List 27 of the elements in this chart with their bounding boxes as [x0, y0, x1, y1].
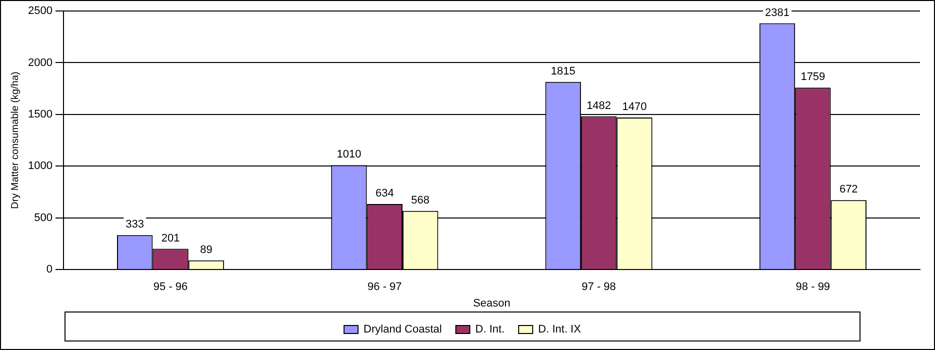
x-tick-label: 98 - 99 — [796, 281, 830, 294]
legend-label: Dryland Coastal — [364, 324, 442, 336]
data-label: 1815 — [550, 65, 576, 78]
data-label: 672 — [839, 184, 858, 196]
y-tick-label: 2000 — [28, 56, 52, 69]
data-label: 1010 — [336, 148, 362, 161]
x-tick-label: 96 - 97 — [368, 281, 402, 294]
data-label: 89 — [200, 244, 212, 256]
y-axis-title: Dry Matter consumable (kg/ha) — [10, 72, 21, 209]
legend-label: D. Int. — [475, 324, 505, 336]
data-label: 1759 — [800, 71, 826, 84]
y-tick-label: 2500 — [28, 5, 52, 18]
data-label: 2381 — [765, 6, 790, 19]
data-label: 1470 — [622, 101, 647, 114]
y-tick-label: 1500 — [28, 108, 52, 120]
data-label: 568 — [411, 194, 430, 206]
x-tick-label: 97 - 98 — [582, 281, 616, 294]
x-axis-title: Season — [473, 297, 510, 310]
y-tick-label: 500 — [34, 212, 52, 224]
data-label: 201 — [161, 232, 180, 244]
y-tick-label: 0 — [46, 264, 52, 276]
data-label: 1482 — [586, 100, 612, 112]
x-tick-label: 95 - 96 — [153, 281, 188, 294]
legend-label: D. Int. IX — [538, 324, 582, 336]
y-tick-label: 1000 — [28, 160, 52, 172]
data-label: 333 — [126, 218, 144, 231]
data-label: 634 — [375, 188, 394, 200]
